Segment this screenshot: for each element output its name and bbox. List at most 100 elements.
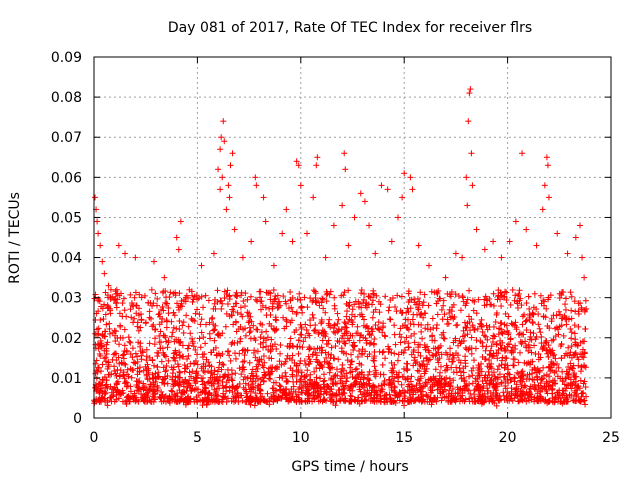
data-point — [519, 321, 526, 328]
data-point — [492, 319, 499, 326]
data-point — [325, 340, 332, 347]
data-point — [414, 376, 421, 383]
data-point — [297, 182, 304, 189]
data-point — [323, 382, 330, 389]
data-point — [491, 333, 498, 340]
data-point — [473, 310, 480, 317]
data-point — [554, 230, 561, 237]
data-point — [301, 294, 308, 301]
data-point — [192, 310, 199, 317]
plot-frame — [93, 56, 612, 419]
data-point — [257, 340, 264, 347]
data-point — [252, 174, 259, 181]
data-point — [524, 371, 531, 378]
data-point — [576, 222, 583, 229]
data-point — [257, 334, 264, 341]
x-tick-label: 20 — [499, 430, 517, 446]
y-tick-label: 0.05 — [51, 210, 82, 226]
data-point — [164, 380, 171, 387]
data-point — [150, 258, 157, 265]
data-point — [314, 154, 321, 161]
data-point — [398, 334, 405, 341]
data-point — [129, 354, 136, 361]
data-point — [341, 289, 348, 296]
data-point — [182, 376, 189, 383]
data-point — [528, 349, 535, 356]
data-point — [273, 317, 280, 324]
data-point — [469, 297, 476, 304]
data-point — [143, 357, 150, 364]
data-point — [121, 342, 128, 349]
data-point — [387, 316, 394, 323]
data-point — [303, 387, 310, 394]
data-point — [350, 347, 357, 354]
chart-title: Day 081 of 2017, Rate Of TEC Index for r… — [168, 20, 532, 36]
data-point — [256, 288, 263, 295]
data-point — [490, 302, 497, 309]
data-point — [267, 290, 274, 297]
data-point — [507, 301, 514, 308]
data-point — [529, 320, 536, 327]
data-point — [466, 395, 473, 402]
data-point — [229, 150, 236, 157]
data-point — [146, 314, 153, 321]
data-point — [187, 330, 194, 337]
data-point — [425, 357, 432, 364]
data-point — [473, 226, 480, 233]
data-point — [404, 360, 411, 367]
data-point — [251, 347, 258, 354]
data-point — [141, 292, 148, 299]
data-point — [446, 387, 453, 394]
data-point — [549, 386, 556, 393]
data-point — [218, 305, 225, 312]
data-point — [440, 335, 447, 342]
y-tick-label: 0.01 — [51, 371, 82, 387]
data-point — [331, 294, 338, 301]
data-point — [251, 402, 258, 409]
data-point — [344, 374, 351, 381]
data-point — [318, 316, 325, 323]
data-point — [440, 302, 447, 309]
data-point — [510, 362, 517, 369]
data-point — [415, 349, 422, 356]
data-point — [485, 368, 492, 375]
data-point — [442, 274, 449, 281]
data-point — [200, 304, 207, 311]
data-point — [568, 293, 575, 300]
data-point — [216, 359, 223, 366]
data-point — [134, 353, 141, 360]
data-point — [214, 287, 221, 294]
data-point — [202, 292, 209, 299]
data-point — [405, 340, 412, 347]
data-point — [525, 341, 532, 348]
data-point — [537, 329, 544, 336]
data-point — [129, 301, 136, 308]
data-point — [131, 294, 138, 301]
data-point — [462, 353, 469, 360]
data-point — [150, 362, 157, 369]
data-point — [170, 309, 177, 316]
data-point — [237, 304, 244, 311]
data-point — [466, 287, 473, 294]
x-tick-label: 5 — [193, 430, 202, 446]
data-point — [113, 304, 120, 311]
data-point — [393, 308, 400, 315]
data-point — [280, 293, 287, 300]
data-point — [498, 254, 505, 261]
data-point — [354, 353, 361, 360]
data-point — [224, 301, 231, 308]
data-point — [101, 270, 108, 277]
data-point — [488, 343, 495, 350]
data-point — [386, 391, 393, 398]
data-point — [499, 354, 506, 361]
data-point — [218, 134, 225, 141]
data-point — [366, 222, 373, 229]
data-point — [180, 383, 187, 390]
data-point — [283, 318, 290, 325]
data-point — [357, 190, 364, 197]
data-point — [479, 328, 486, 335]
data-point — [289, 238, 296, 245]
data-point — [495, 331, 502, 338]
data-point — [319, 337, 326, 344]
data-point — [468, 150, 475, 157]
